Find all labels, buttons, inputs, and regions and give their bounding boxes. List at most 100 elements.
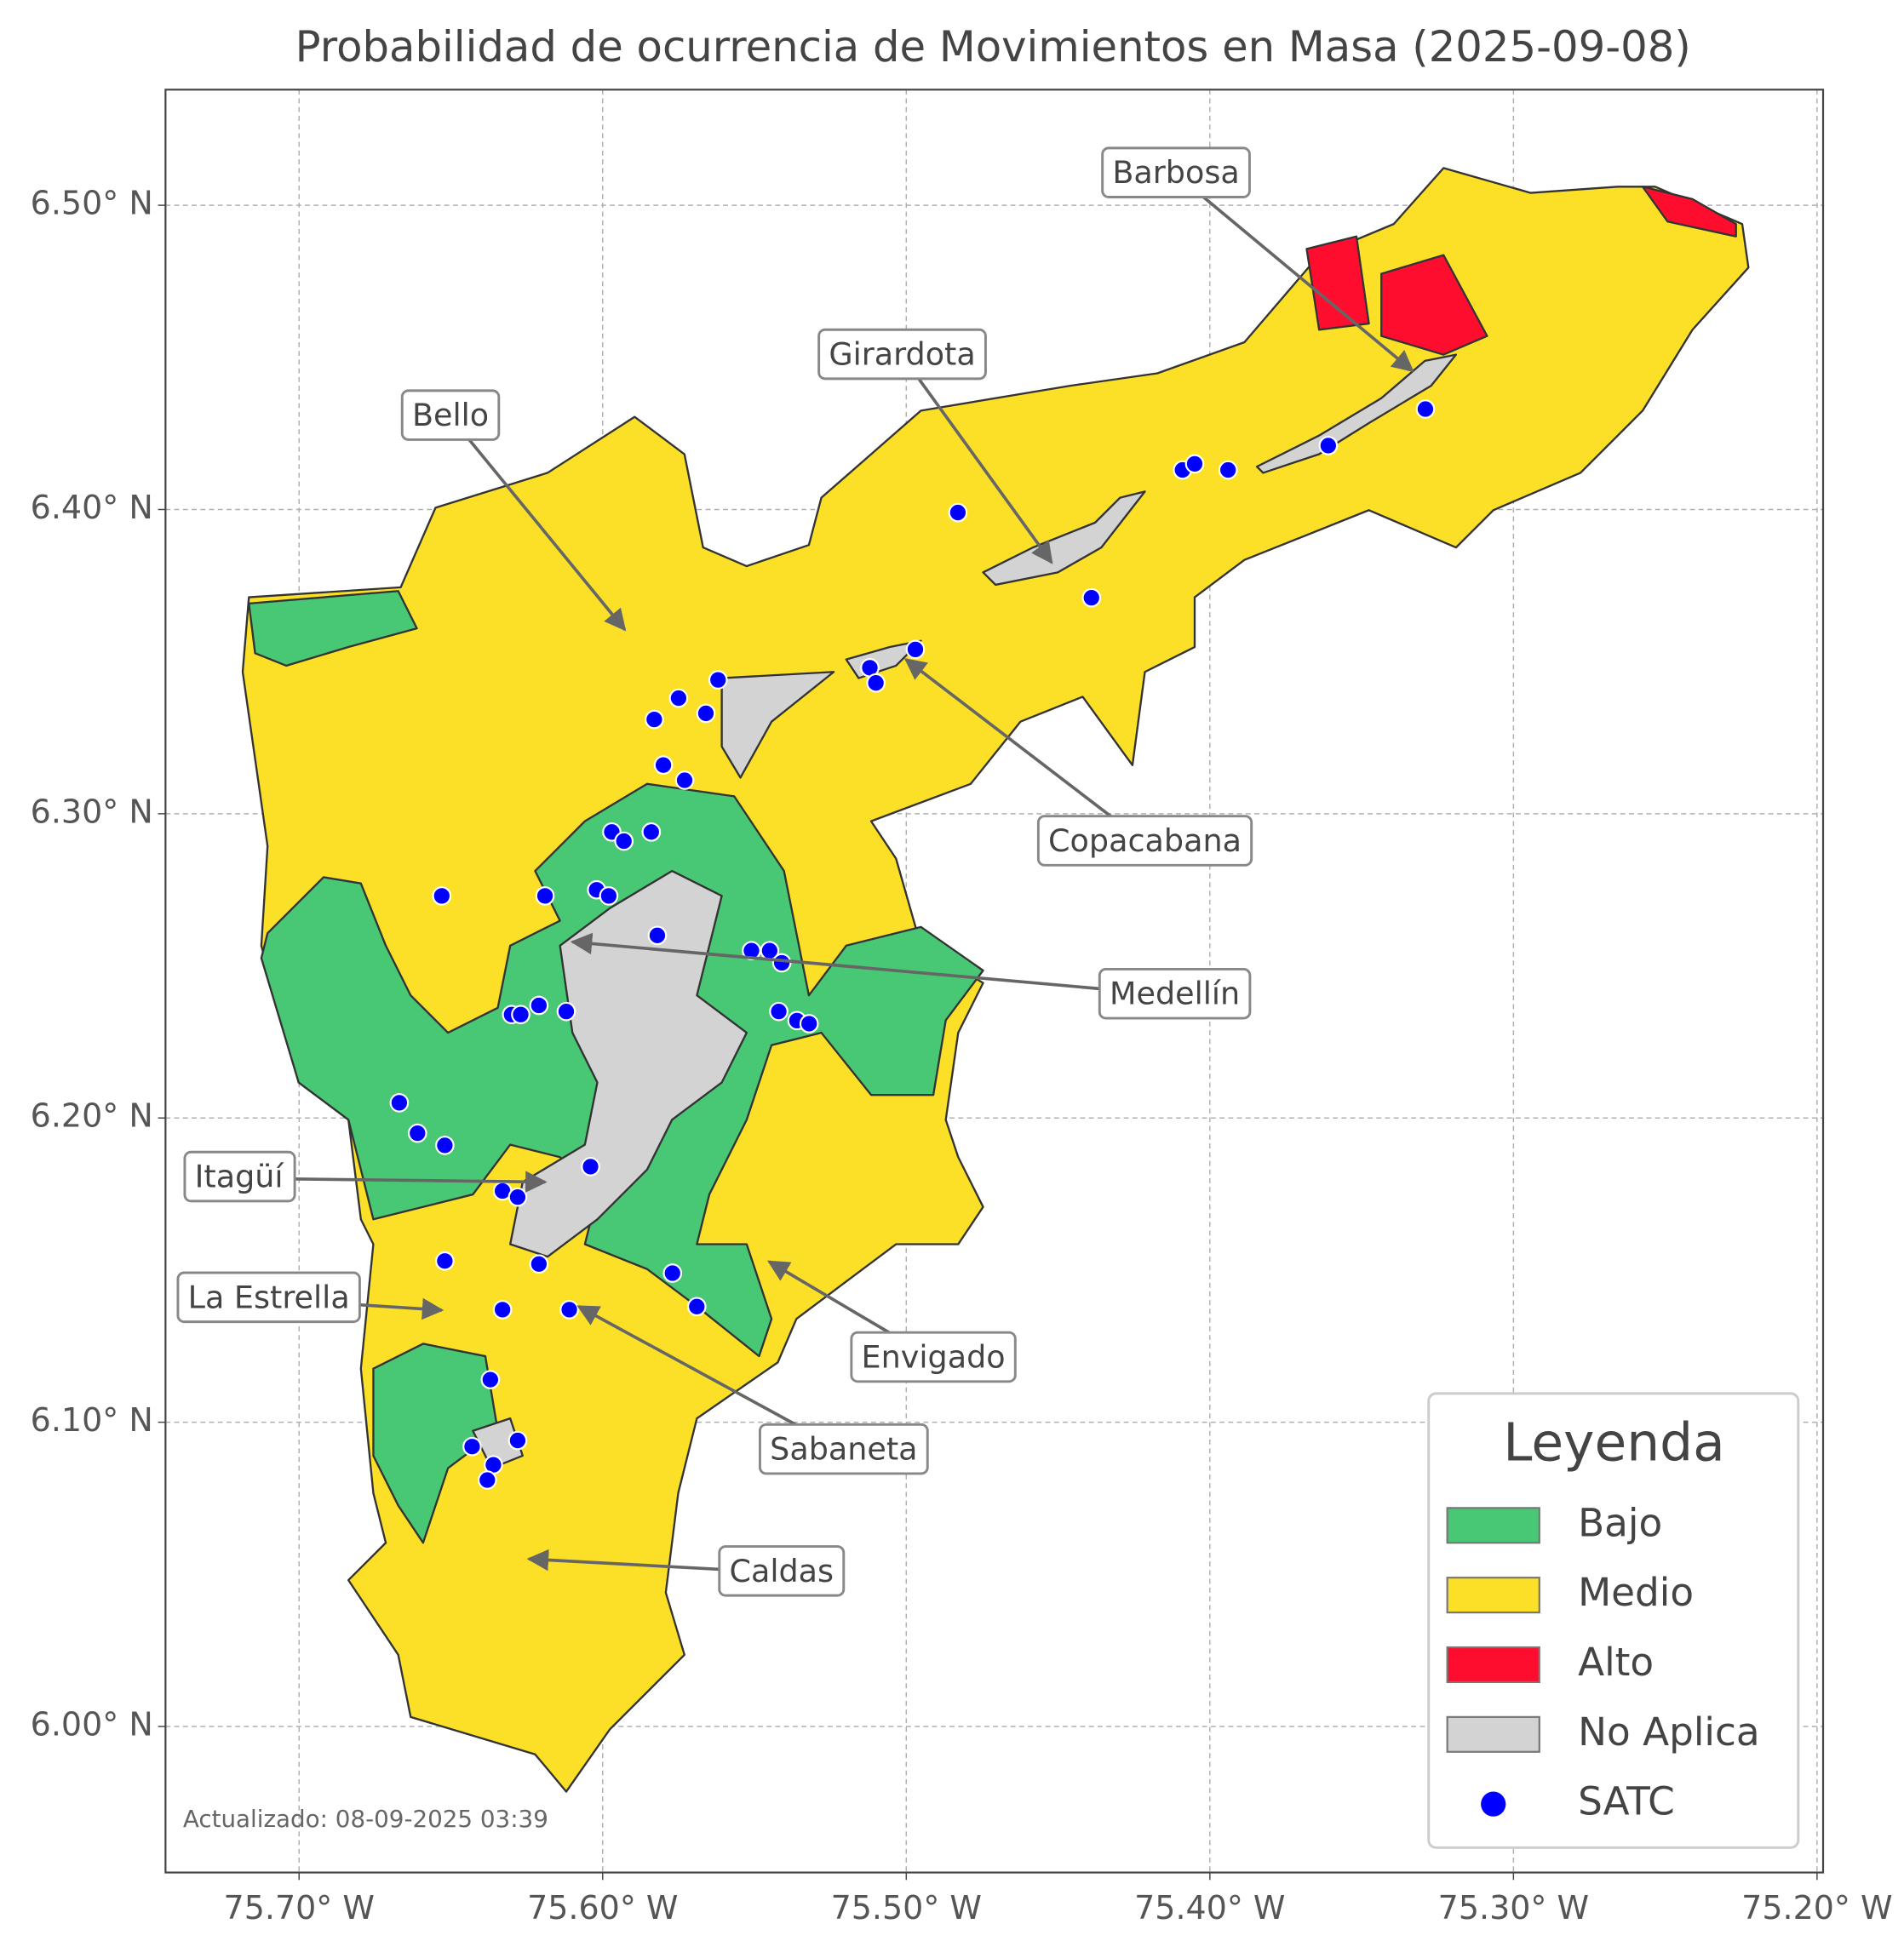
- satc-station: [662, 1263, 683, 1283]
- region: [248, 590, 418, 667]
- satc-station: [614, 831, 634, 851]
- region: [509, 869, 748, 1258]
- satc-station: [511, 1005, 530, 1025]
- satc-station: [905, 639, 926, 660]
- satc-station: [866, 673, 886, 693]
- satc-station: [769, 1001, 789, 1022]
- annotation-label: Girardota: [829, 336, 975, 373]
- satc-station: [668, 688, 689, 708]
- annotation-arrow: [570, 932, 1175, 998]
- annotation-label: La Estrella: [188, 1279, 350, 1315]
- region: [982, 490, 1146, 587]
- region: [372, 1343, 499, 1544]
- region: [472, 1417, 524, 1469]
- satc-station: [1184, 454, 1205, 474]
- annotation-box: [1101, 146, 1251, 198]
- satc-station: [435, 1136, 455, 1155]
- satc-station: [529, 1254, 549, 1274]
- satc-station: [480, 1370, 501, 1389]
- update-note: Actualizado: 08-09-2025 03:39: [183, 1805, 548, 1833]
- y-tick-label: 6.50° N: [31, 185, 153, 222]
- satc-station: [407, 1123, 427, 1143]
- annotation-box: [183, 1150, 296, 1203]
- satc-station: [462, 1436, 482, 1457]
- x-tick-label: 75.40° W: [1134, 1889, 1285, 1927]
- legend-swatch: [1446, 1577, 1540, 1614]
- y-tick-label: 6.00° N: [31, 1706, 153, 1743]
- annotation-label: Envigado: [862, 1338, 1006, 1375]
- satc-station: [686, 1297, 707, 1317]
- satc-station: [653, 755, 674, 776]
- y-tick-label: 6.10° N: [31, 1401, 153, 1439]
- satc-station: [432, 886, 452, 906]
- region: [720, 671, 835, 779]
- legend-label: Bajo: [1578, 1500, 1662, 1545]
- y-tick-label: 6.40° N: [31, 489, 153, 526]
- annotation-label: Medellín: [1110, 976, 1240, 1012]
- satc-station: [647, 925, 668, 946]
- y-tick-label: 6.30° N: [31, 793, 153, 830]
- satc-station: [696, 703, 716, 724]
- annotation-box: [817, 328, 987, 381]
- satc-station: [389, 1093, 410, 1113]
- annotation-label: Caldas: [729, 1553, 834, 1589]
- satc-station: [1415, 399, 1436, 419]
- plot-frame: [164, 89, 1825, 1874]
- satc-station: [556, 1001, 576, 1022]
- satc-station: [435, 1251, 455, 1271]
- satc-station: [508, 1430, 528, 1451]
- legend-title: Leyenda: [1503, 1412, 1724, 1473]
- satc-station: [948, 502, 968, 523]
- annotation-label: Barbosa: [1112, 154, 1239, 191]
- satc-station: [492, 1300, 513, 1320]
- annotation-box: [718, 1545, 846, 1597]
- satc-station: [508, 1187, 528, 1207]
- satc-station: [581, 1157, 600, 1177]
- satc-station: [771, 953, 792, 973]
- annotation-arrow: [449, 415, 627, 632]
- annotation-box: [1098, 967, 1252, 1020]
- legend-label: SATC: [1578, 1779, 1675, 1824]
- map-title: Probabilidad de ocurrencia de Movimiento…: [295, 22, 1691, 72]
- satc-station: [599, 886, 619, 906]
- annotation-arrow: [901, 354, 1053, 564]
- region: [1255, 353, 1458, 474]
- region: [241, 167, 1750, 1793]
- satc-station: [1081, 587, 1102, 608]
- annotation-box: [850, 1331, 1017, 1383]
- satc-station: [559, 1300, 579, 1320]
- annotation-box: [176, 1271, 361, 1324]
- region: [1380, 254, 1488, 356]
- legend-marker: [1481, 1791, 1506, 1817]
- annotation-label: Sabaneta: [770, 1431, 917, 1468]
- legend-swatch: [1446, 1646, 1540, 1684]
- legend-label: No Aplica: [1578, 1709, 1760, 1755]
- satc-station: [1318, 436, 1339, 455]
- region: [1641, 186, 1737, 238]
- x-tick-label: 75.70° W: [224, 1889, 375, 1927]
- annotation-box: [758, 1423, 929, 1475]
- x-tick-label: 75.30° W: [1438, 1889, 1589, 1927]
- annotation-label: Copacabana: [1048, 822, 1242, 859]
- satc-station: [1218, 460, 1238, 480]
- y-tick-label: 6.20° N: [31, 1097, 153, 1135]
- satc-station: [645, 709, 664, 730]
- satc-station: [799, 1014, 819, 1033]
- legend-label: Medio: [1578, 1570, 1694, 1615]
- x-tick-label: 75.60° W: [527, 1889, 678, 1927]
- x-tick-label: 75.20° W: [1741, 1889, 1892, 1927]
- annotation-label: Itagüí: [195, 1159, 285, 1195]
- satc-station: [708, 670, 728, 690]
- annotation-label: Bello: [412, 397, 489, 433]
- legend-swatch: [1446, 1715, 1540, 1753]
- satc-station: [535, 886, 555, 906]
- annotation-box: [400, 389, 501, 441]
- satc-station: [477, 1470, 497, 1490]
- annotation-arrow: [1174, 173, 1414, 373]
- region: [1305, 235, 1370, 331]
- legend-swatch: [1446, 1507, 1540, 1544]
- annotation-box: [1036, 815, 1253, 867]
- x-tick-label: 75.50° W: [831, 1889, 982, 1927]
- satc-station: [641, 822, 662, 842]
